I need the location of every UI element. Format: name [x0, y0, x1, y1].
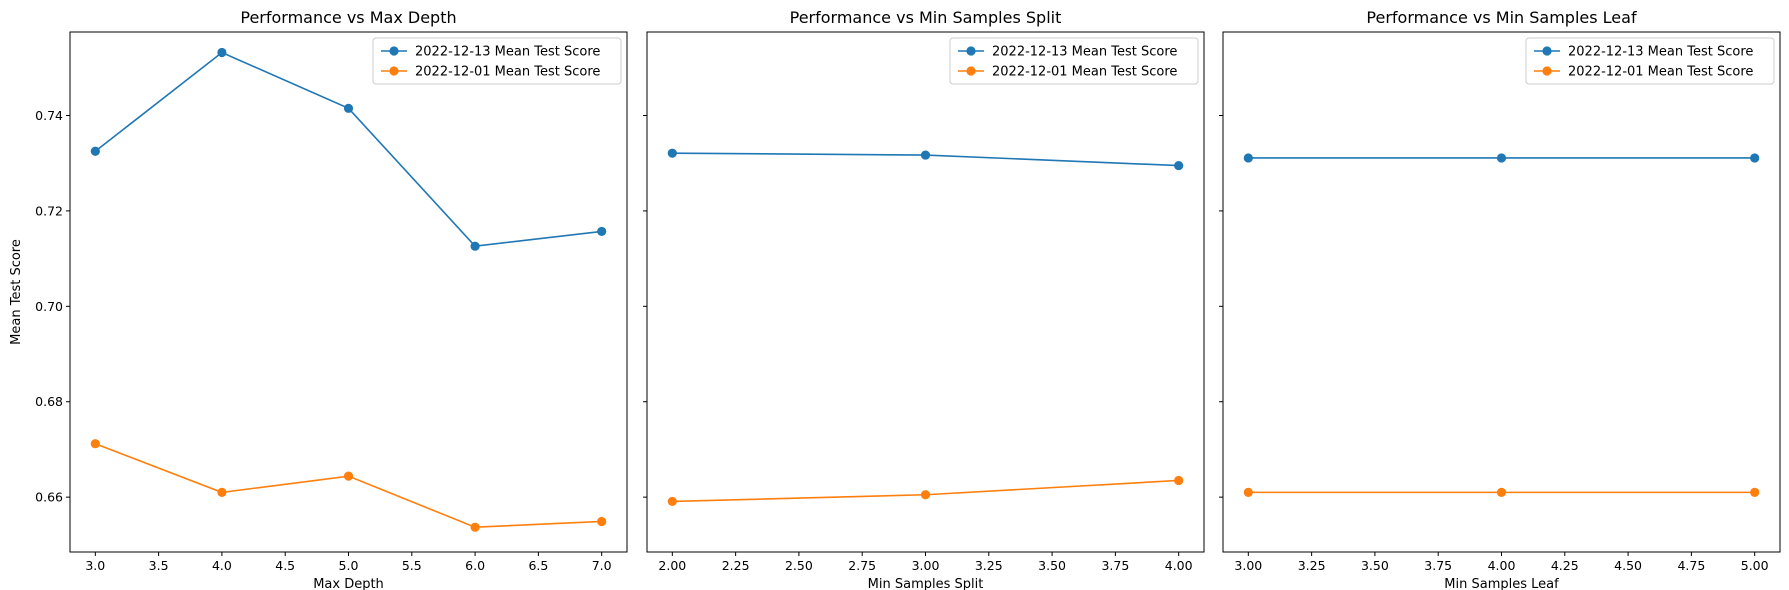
data-point [470, 241, 480, 251]
data-point [343, 103, 354, 113]
data-point [1750, 487, 1760, 497]
data-point [1174, 160, 1184, 171]
x-axis-label: Max Depth [313, 577, 384, 590]
legend-box [949, 37, 1199, 85]
x-tick-label: 3.5 [149, 558, 169, 573]
data-point [343, 471, 354, 481]
legend-label: 2022-12-13 Mean Test Score [992, 45, 1177, 60]
x-tick-label: 3.50 [1038, 558, 1066, 573]
subplot-title: Performance vs Min Samples Leaf [1366, 8, 1637, 27]
x-tick-label: 5.5 [402, 558, 422, 573]
legend-label: 2022-12-13 Mean Test Score [415, 45, 600, 60]
subplot-title: Performance vs Max Depth [240, 8, 456, 27]
data-point [1496, 153, 1507, 163]
series-line-2 [95, 442, 602, 528]
x-tick-label: 6.5 [528, 558, 548, 573]
x-tick-label: 3.50 [1361, 558, 1389, 573]
y-axis-label: Mean Test Score [9, 239, 24, 345]
axes-frame [1222, 31, 1781, 553]
legend-label: 2022-12-13 Mean Test Score [1568, 45, 1753, 60]
legend-marker [966, 66, 976, 76]
x-tick-label: 4.5 [275, 558, 295, 573]
x-tick-label: 5.00 [1741, 558, 1769, 573]
x-tick-label: 4.75 [1677, 558, 1705, 573]
legend-box [1525, 37, 1775, 85]
x-tick-label: 4.00 [1165, 558, 1193, 573]
axes-frame [646, 31, 1205, 553]
data-point [1496, 487, 1507, 497]
x-axis-label: Min Samples Split [868, 577, 984, 590]
x-tick-label: 2.75 [848, 558, 876, 573]
data-point [1750, 153, 1760, 163]
x-tick-label: 2.50 [785, 558, 813, 573]
data-point [597, 516, 607, 527]
legend-marker [1542, 66, 1552, 76]
x-tick-label: 4.0 [212, 558, 232, 573]
data-point [90, 439, 100, 449]
x-tick-label: 2.25 [722, 558, 750, 573]
legend-marker [389, 66, 399, 76]
data-point [90, 146, 100, 156]
legend-box [372, 37, 622, 85]
legend: 2022-12-13 Mean Test Score 2022-12-01 Mea… [949, 37, 1199, 85]
x-tick-label: 5.0 [339, 558, 359, 573]
data-point [217, 47, 227, 58]
y-tick-label: 0.74 [35, 108, 63, 123]
x-tick-label: 3.25 [975, 558, 1003, 573]
legend-label: 2022-12-01 Mean Test Score [992, 65, 1177, 80]
data-point [1243, 487, 1253, 497]
subplot-1: Performance vs Max Depth 3.0 3.5 4.0 4.5 5.0 5… [9, 8, 628, 590]
legend-marker [389, 46, 399, 56]
x-tick-label: 2.00 [658, 558, 686, 573]
data-point [470, 522, 480, 532]
x-tick-label: 3.00 [1234, 558, 1262, 573]
subplot-title: Performance vs Min Samples Split [790, 8, 1062, 27]
y-tick-label: 0.72 [35, 203, 63, 218]
data-point [597, 226, 607, 237]
legend-marker [1542, 46, 1552, 56]
x-tick-label: 4.00 [1488, 558, 1516, 573]
x-axis-label: Min Samples Leaf [1444, 577, 1559, 590]
y-tick-label: 0.68 [35, 394, 63, 409]
data-point [217, 487, 227, 497]
y-tick-label: 0.66 [35, 490, 63, 505]
data-point [667, 148, 677, 158]
legend-label: 2022-12-01 Mean Test Score [415, 65, 600, 80]
legend-marker [966, 46, 976, 56]
data-point [1174, 475, 1184, 486]
data-point [920, 150, 931, 160]
legend: 2022-12-13 Mean Test Score 2022-12-01 Mea… [1525, 37, 1775, 85]
x-tick-label: 3.75 [1424, 558, 1452, 573]
data-point [667, 496, 677, 507]
x-tick-label: 4.25 [1551, 558, 1579, 573]
x-tick-label: 3.00 [912, 558, 940, 573]
x-tick-label: 7.0 [592, 558, 612, 573]
x-tick-label: 6.0 [465, 558, 485, 573]
subplot-2: Performance vs Min Samples Split 2.00 2.25… [643, 8, 1205, 590]
x-tick-label: 3.75 [1101, 558, 1129, 573]
data-point [920, 490, 931, 500]
legend-label: 2022-12-01 Mean Test Score [1568, 65, 1753, 80]
legend: 2022-12-13 Mean Test Score 2022-12-01 Mea… [372, 37, 622, 85]
subplot-3: Performance vs Min Samples Leaf 3.00 3.25 3… [1219, 8, 1781, 590]
x-tick-label: 3.0 [85, 558, 105, 573]
x-tick-label: 3.25 [1298, 558, 1326, 573]
x-tick-label: 4.50 [1614, 558, 1642, 573]
y-tick-label: 0.70 [35, 299, 63, 314]
data-point [1243, 153, 1253, 163]
